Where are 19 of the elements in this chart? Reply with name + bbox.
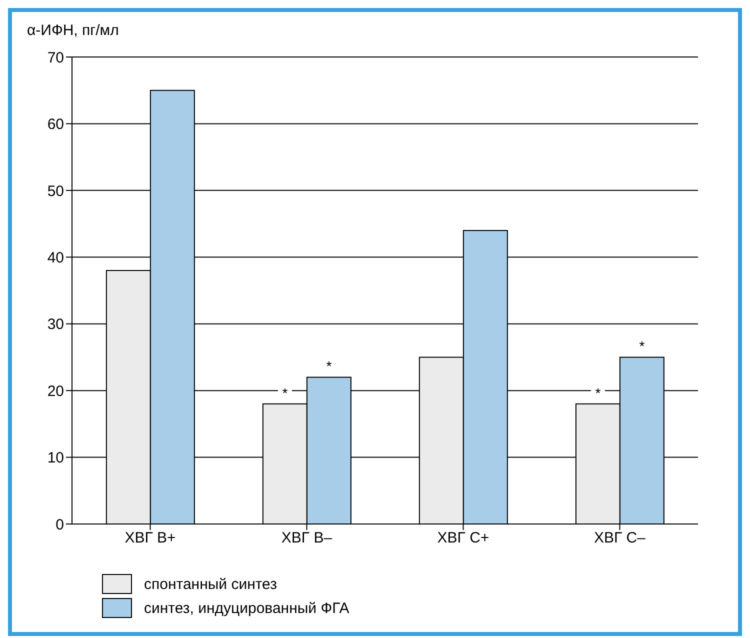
y-tick-label: 50 (47, 182, 64, 200)
y-tick-label: 10 (47, 450, 64, 467)
y-tick-label: 30 (47, 316, 64, 334)
data-label: * (639, 338, 646, 354)
y-tick-label: 20 (47, 382, 64, 400)
y-tick-label: 60 (47, 116, 64, 134)
x-tick-label: ХВГ С– (594, 530, 646, 547)
data-label: * (282, 384, 288, 401)
y-tick-label: 0 (56, 516, 64, 534)
x-tick-label: ХВГ В+ (124, 530, 176, 547)
y-axis-title: α-ИФН, пг/мл (27, 22, 119, 39)
y-tick-label: 40 (47, 249, 64, 266)
x-tick-label: ХВГ С+ (437, 530, 490, 547)
legend-label: синтез, индуцированный ФГА (143, 598, 350, 618)
data-label: * (326, 358, 332, 374)
data-label: * (595, 384, 602, 401)
x-tick-label: ХВГ В– (281, 530, 333, 547)
y-tick-label: 70 (47, 49, 64, 66)
legend-label: спонтанный синтез (143, 574, 278, 594)
